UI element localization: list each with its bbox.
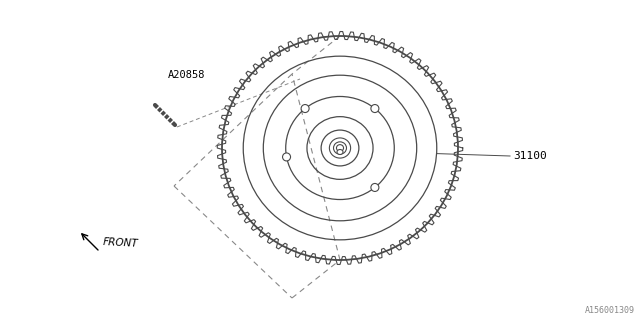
Ellipse shape	[371, 183, 379, 191]
Ellipse shape	[301, 105, 309, 113]
Text: 31100: 31100	[513, 151, 547, 161]
Ellipse shape	[337, 149, 343, 155]
Text: FRONT: FRONT	[103, 237, 139, 249]
Ellipse shape	[282, 153, 291, 161]
Text: A20858: A20858	[168, 70, 205, 80]
Text: A156001309: A156001309	[585, 306, 635, 315]
Ellipse shape	[371, 105, 379, 113]
